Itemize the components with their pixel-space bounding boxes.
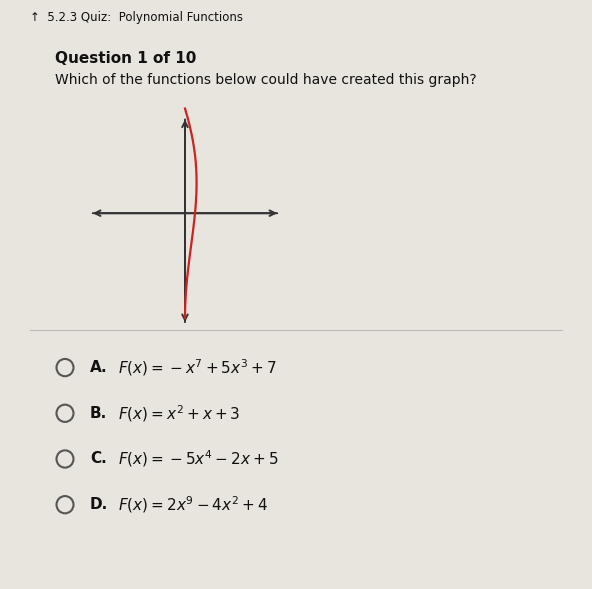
Text: Question 1 of 10: Question 1 of 10 xyxy=(55,51,197,66)
Text: C.: C. xyxy=(90,452,107,466)
Text: ↑  5.2.3 Quiz:  Polynomial Functions: ↑ 5.2.3 Quiz: Polynomial Functions xyxy=(30,11,243,24)
Text: $F(x) = -5x^4 - 2x + 5$: $F(x) = -5x^4 - 2x + 5$ xyxy=(118,449,278,469)
Text: D.: D. xyxy=(90,497,108,512)
Text: B.: B. xyxy=(90,406,107,421)
Text: Which of the functions below could have created this graph?: Which of the functions below could have … xyxy=(55,73,477,87)
Text: $F(x) = x^2 + x + 3$: $F(x) = x^2 + x + 3$ xyxy=(118,403,240,423)
Text: A.: A. xyxy=(90,360,108,375)
Text: $F(x) = 2x^9 - 4x^2 + 4$: $F(x) = 2x^9 - 4x^2 + 4$ xyxy=(118,494,268,515)
Text: $F(x) = -x^7 + 5x^3 + 7$: $F(x) = -x^7 + 5x^3 + 7$ xyxy=(118,357,276,378)
